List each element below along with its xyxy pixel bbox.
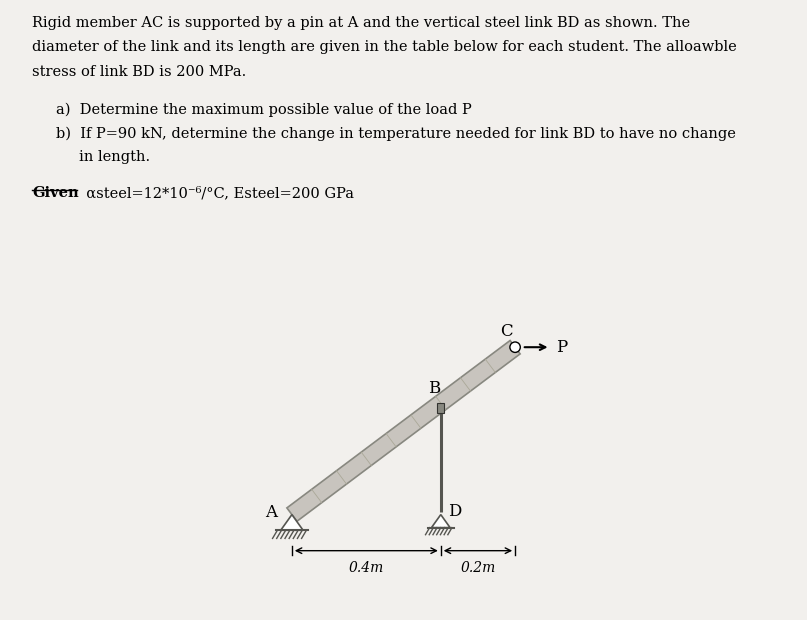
Polygon shape <box>432 515 450 528</box>
Text: D: D <box>448 503 462 520</box>
Circle shape <box>510 342 521 352</box>
Bar <box>437 403 445 413</box>
Text: a)  Determine the maximum possible value of the load P: a) Determine the maximum possible value … <box>56 102 472 117</box>
Text: P: P <box>556 339 567 356</box>
Text: b)  If P=90 kN, determine the change in temperature needed for link BD to have n: b) If P=90 kN, determine the change in t… <box>56 127 736 141</box>
Text: 0.2m: 0.2m <box>460 561 495 575</box>
Text: Given: Given <box>32 186 79 200</box>
Text: C: C <box>500 323 513 340</box>
Text: Rigid member AC is supported by a pin at A and the vertical steel link BD as sho: Rigid member AC is supported by a pin at… <box>32 16 691 30</box>
Text: in length.: in length. <box>56 150 151 164</box>
Text: αsteel=12*10⁻⁶/°C, Esteel=200 GPa: αsteel=12*10⁻⁶/°C, Esteel=200 GPa <box>77 186 354 200</box>
Text: diameter of the link and its length are given in the table below for each studen: diameter of the link and its length are … <box>32 40 737 55</box>
Text: stress of link BD is 200 MPa.: stress of link BD is 200 MPa. <box>32 65 246 79</box>
Text: 0.4m: 0.4m <box>349 561 384 575</box>
Text: B: B <box>428 380 440 397</box>
Polygon shape <box>286 340 521 521</box>
Text: A: A <box>266 504 278 521</box>
Polygon shape <box>281 515 303 530</box>
